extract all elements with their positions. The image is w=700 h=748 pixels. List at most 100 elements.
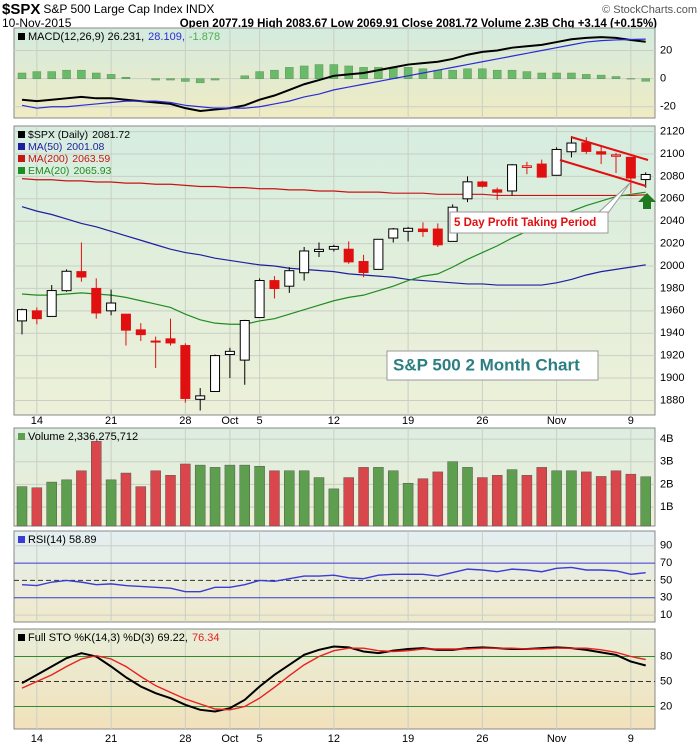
legend-swatch (18, 433, 25, 440)
candle-body (17, 309, 27, 322)
candle-body (358, 261, 369, 273)
histogram-bar (522, 71, 532, 79)
legend-swatch (18, 143, 25, 150)
volume-bar (31, 487, 43, 527)
volume-bar (625, 473, 637, 527)
y-tick-label: 10 (660, 609, 672, 621)
legend-part: Full STO %K(14,3) %D(3) 69.22, (28, 632, 188, 644)
legend-entry: MA(200) 2063.59 (28, 153, 110, 165)
y-tick-label: 2100 (660, 148, 684, 160)
y-tick-label: 2120 (660, 126, 684, 138)
histogram-bar (374, 67, 383, 79)
legend-entry: $SPX (Daily) 2081.72 (28, 129, 130, 141)
volume-bar (16, 486, 28, 527)
panel-title: RSI(14) 58.89 (28, 534, 96, 546)
candle-body (120, 313, 131, 331)
legend-swatch (18, 634, 25, 641)
volume-bar (536, 467, 547, 527)
histogram-bar (255, 71, 264, 79)
y-tick-label: 1B (660, 501, 673, 513)
volume-bar (343, 477, 354, 527)
candle-body (462, 181, 473, 200)
histogram-bar (329, 64, 339, 79)
legend-name: $SPX (Daily) (28, 129, 88, 141)
volume-bar (640, 476, 651, 527)
annotation: 5 Day Profit Taking Period (454, 217, 596, 229)
y-tick-label: 1900 (660, 372, 684, 384)
histogram-bar (507, 69, 517, 79)
histogram-bar (299, 65, 309, 79)
candle-body (625, 156, 636, 179)
legend-value: 2001.08 (66, 141, 104, 153)
x-tick-label: 19 (402, 415, 414, 427)
panel-background (13, 530, 656, 623)
candle-body (76, 271, 87, 278)
legend-value: 2063.59 (72, 153, 110, 165)
candle-body (254, 280, 265, 319)
volume-bar (432, 471, 444, 527)
candle-body (521, 165, 532, 168)
volume-bar (491, 475, 503, 527)
y-tick-label: 30 (660, 592, 672, 604)
plots: 1880190019201940196019802000202020402060… (13, 27, 684, 745)
histogram-bar (32, 71, 42, 79)
volume-bar (447, 461, 458, 527)
line (21, 647, 646, 711)
volume-bar (224, 464, 236, 527)
candle-body (373, 238, 384, 270)
candle-body (492, 189, 503, 193)
annotation-box (449, 211, 609, 234)
histogram-bar (240, 75, 249, 79)
panel-title: Volume 2,336,275,712 (28, 431, 138, 443)
volume-bar (417, 478, 429, 527)
volume-bar (506, 469, 518, 527)
volume-bar (254, 465, 265, 527)
histogram-bar (77, 69, 86, 79)
legend-name: MA(200) (28, 153, 68, 165)
histogram-bar (47, 71, 56, 79)
annotations: 5 Day Profit Taking Period S&P 500 2 Mon… (386, 136, 656, 381)
histogram-bar (285, 67, 294, 79)
candle-body (596, 151, 607, 155)
volume-bar (105, 479, 117, 527)
legend-swatch (18, 33, 25, 40)
y-tick-label: 2040 (660, 215, 684, 227)
y-tick-label: 50 (660, 675, 672, 687)
histogram-bar (567, 72, 576, 79)
histogram-bar (314, 64, 324, 79)
histogram-bar (181, 78, 190, 82)
histogram-bar (92, 72, 101, 79)
legend-value: 2065.93 (73, 165, 111, 177)
histogram-bar (611, 76, 621, 79)
trend-line (559, 159, 647, 187)
histogram-bar (448, 69, 457, 79)
histogram-bar (106, 74, 116, 79)
volume-bar (284, 470, 295, 527)
histogram-bar (121, 76, 131, 79)
volume-bar (180, 463, 191, 527)
quote: Open 2077.19 High 2083.67 Low 2069.91 Cl… (180, 18, 657, 30)
x-tick-label: 14 (31, 415, 43, 427)
line (21, 36, 646, 112)
annotation: S&P 500 2 Month Chart (393, 355, 580, 374)
candle-body (328, 245, 339, 250)
y-tick-label: -20 (660, 101, 676, 113)
x-tick-label: 26 (476, 733, 488, 745)
candle-body (150, 340, 161, 343)
volume-bar (91, 441, 102, 527)
legend-swatch (18, 536, 25, 543)
x-tick-label: Oct (221, 733, 238, 745)
x-tick-label: Nov (547, 733, 567, 745)
candle-body (432, 228, 443, 246)
y-tick-label: 2080 (660, 170, 684, 182)
volume-bar (313, 477, 325, 527)
line (21, 206, 646, 286)
volume-bar (521, 475, 533, 527)
histogram-bar (344, 65, 353, 79)
line (21, 38, 646, 109)
y-tick-label: 4B (660, 433, 673, 445)
exchange: INDX (186, 2, 215, 16)
candle-body (611, 154, 621, 157)
x-tick-label: 21 (105, 415, 117, 427)
